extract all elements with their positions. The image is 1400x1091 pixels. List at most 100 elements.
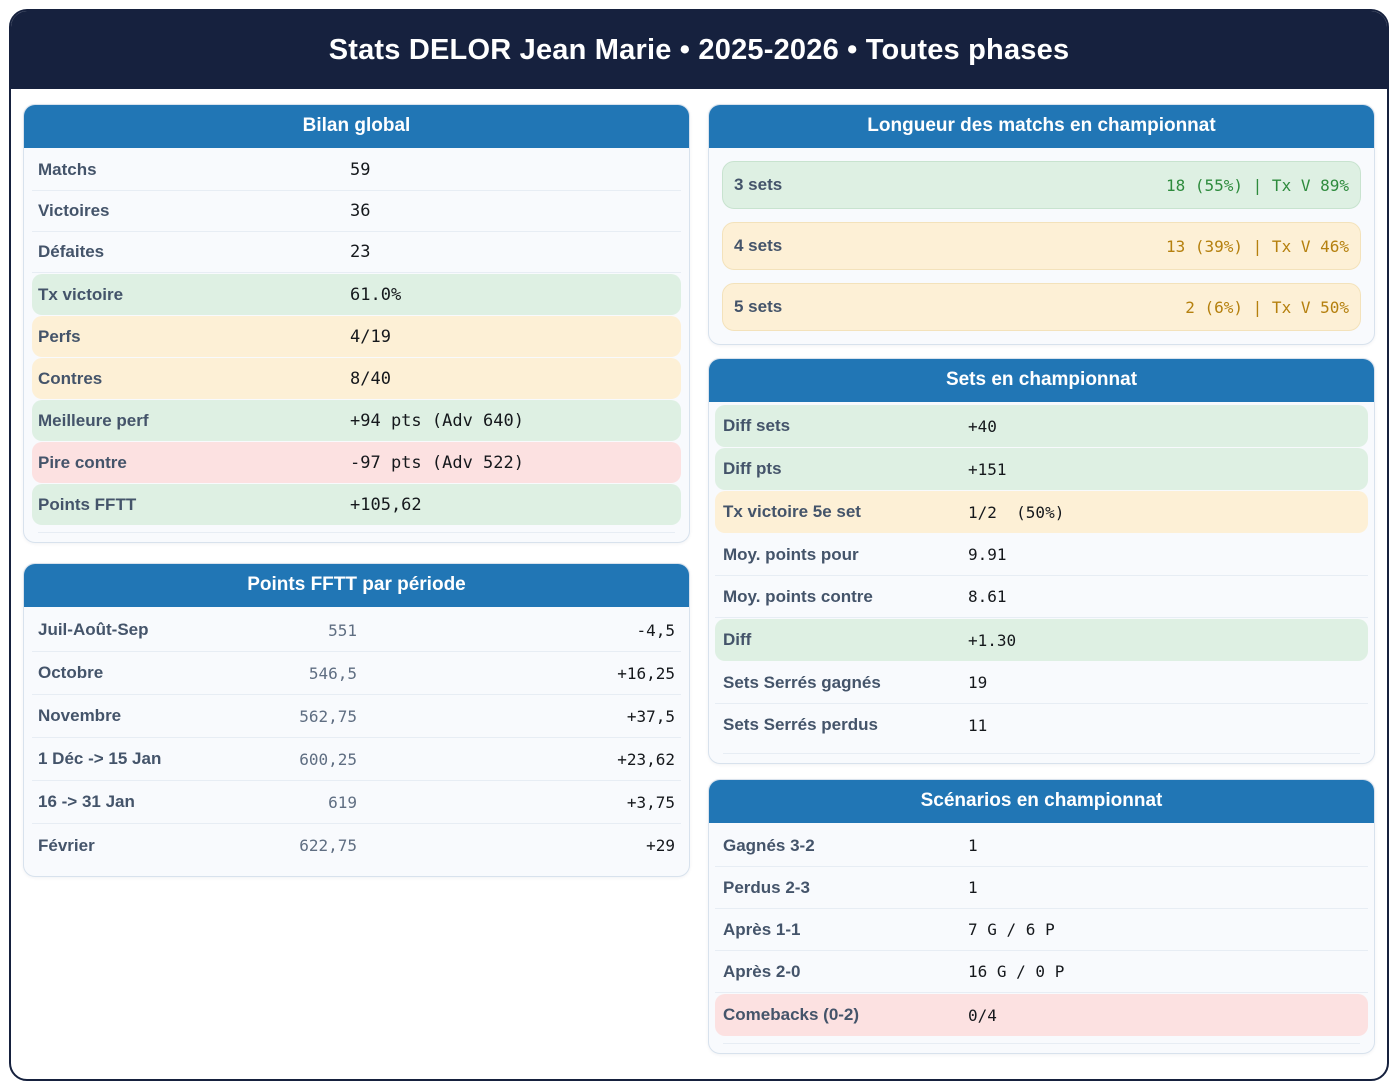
stat-value: +40 [968, 416, 997, 436]
stat-row: Sets Serrés perdus 11 [715, 704, 1368, 746]
stat-row: Diff +1.30 [715, 619, 1368, 661]
stat-value: 19 [968, 673, 988, 692]
stat-value: 1 [968, 878, 978, 897]
card-title-bilan-global: Bilan global [24, 105, 689, 148]
stat-label: 5 sets [734, 297, 783, 316]
period-points-value: 622,75 [299, 836, 357, 855]
stat-row: Points FFTT +105,62 [32, 484, 681, 525]
stat-value: 8/40 [350, 368, 391, 389]
stat-value: -97 pts (Adv 522) [350, 452, 524, 473]
card-scenarios-championnat: Scénarios en championnat Gagnés 3-2 1 Perd… [708, 779, 1375, 1054]
stat-value: 4/19 [350, 326, 391, 347]
stat-row: Octobre 546,5 +16,25 [32, 652, 681, 695]
stat-label: Juil-Août-Sep [38, 620, 149, 639]
page-title: Stats DELOR Jean Marie • 2025-2026 • Tou… [328, 33, 1070, 66]
stat-value: 2 (6%) | Tx V 50% [1185, 297, 1349, 317]
period-points-value: 562,75 [299, 706, 357, 726]
period-delta-value: +16,25 [617, 663, 675, 683]
stat-label: Sets Serrés perdus [723, 715, 878, 734]
stat-label: Défaites [38, 242, 105, 261]
stat-row: Défaites 23 [32, 232, 681, 273]
stat-row: Comebacks (0-2) 0/4 [715, 994, 1368, 1036]
stat-value: 61.0% [350, 284, 402, 305]
card-longueur-matchs: Longueur des matchs en championnat 3 set… [708, 104, 1375, 345]
card-sets-championnat: Sets en championnat Diff sets +40 Diff pts… [708, 358, 1375, 764]
stat-label: 3 sets [734, 175, 783, 194]
stat-value: 59 [350, 160, 371, 180]
stat-value: 36 [350, 201, 371, 221]
stat-value: 0/4 [968, 1005, 997, 1025]
stat-label: Moy. points contre [723, 586, 873, 606]
stat-value: 23 [350, 242, 371, 262]
stat-row: Diff sets +40 [715, 405, 1368, 447]
stat-label: Perdus 2-3 [723, 877, 810, 897]
stat-label: Tx victoire 5e set [723, 502, 861, 521]
stat-value: 18 (55%) | Tx V 89% [1165, 175, 1349, 195]
stat-label: 1 Déc -> 15 Jan [38, 749, 162, 768]
stat-row: Sets Serrés gagnés 19 [715, 662, 1368, 704]
card-title-sets-championnat: Sets en championnat [709, 359, 1374, 402]
stat-value: 11 [968, 715, 988, 735]
card-body-sets-championnat: Diff sets +40 Diff pts +151 Tx victoire 5e s… [709, 402, 1374, 763]
stat-row: 16 -> 31 Jan 619 +3,75 [32, 781, 681, 824]
stat-label: Après 1-1 [723, 919, 801, 939]
stat-value: 1 [968, 836, 978, 855]
period-points-value: 546,5 [308, 663, 357, 683]
card-bilan-global: Bilan global Matchs 59 Victoires 36 Défaites… [23, 104, 690, 543]
left-column: Bilan global Matchs 59 Victoires 36 Défaites… [23, 104, 690, 1054]
stat-label: Sets Serrés gagnés [723, 672, 881, 692]
card-title-scenarios-championnat: Scénarios en championnat [709, 780, 1374, 823]
period-delta-value: -4,5 [636, 620, 675, 640]
content-area: Bilan global Matchs 59 Victoires 36 Défaites… [11, 89, 1387, 1054]
card-body-points-fftt-periode: Juil-Août-Sep 551 -4,5 Octobre 546,5 +16,25 No… [24, 607, 689, 876]
stat-label: Pire contre [38, 452, 127, 472]
period-points-value: 551 [328, 620, 357, 640]
card-body-scenarios-championnat: Gagnés 3-2 1 Perdus 2-3 1 Après 1-1 7 G / 6 P… [709, 823, 1374, 1053]
card-title-longueur-matchs: Longueur des matchs en championnat [709, 105, 1374, 148]
stat-value: +1.30 [968, 630, 1017, 650]
stat-row: Matchs 59 [32, 150, 681, 191]
stat-row: Moy. points pour 9.91 [715, 534, 1368, 576]
card-title-points-fftt-periode: Points FFTT par période [24, 564, 689, 607]
stat-row: Juil-Août-Sep 551 -4,5 [32, 609, 681, 652]
stat-label: Tx victoire [38, 284, 124, 304]
stat-row: Moy. points contre 8.61 [715, 576, 1368, 618]
stat-row: 3 sets 18 (55%) | Tx V 89% [722, 161, 1361, 209]
stat-label: Meilleure perf [38, 410, 149, 430]
stat-value: 8.61 [968, 587, 1007, 606]
stat-row: Victoires 36 [32, 191, 681, 232]
stat-label: Novembre [38, 706, 122, 725]
stat-label: Matchs [38, 160, 97, 179]
card-points-fftt-periode: Points FFTT par période Juil-Août-Sep 551… [23, 563, 690, 877]
stat-row: Meilleure perf +94 pts (Adv 640) [32, 400, 681, 441]
stat-row: 5 sets 2 (6%) | Tx V 50% [722, 283, 1361, 331]
period-delta-value: +37,5 [626, 706, 675, 726]
stat-value: 1/2 (50%) [968, 502, 1065, 522]
stat-label: Diff pts [723, 459, 782, 478]
stat-row: Pire contre -97 pts (Adv 522) [32, 442, 681, 483]
card-body-longueur-matchs: 3 sets 18 (55%) | Tx V 89% 4 sets 13 (39%) … [709, 148, 1374, 331]
stat-label: Comebacks (0-2) [723, 1005, 860, 1024]
card-body-bilan-global: Matchs 59 Victoires 36 Défaites 23 Tx victoire… [24, 148, 689, 542]
period-delta-value: +29 [646, 836, 675, 855]
stat-row: Février 622,75 +29 [32, 824, 681, 867]
stat-row: 1 Déc -> 15 Jan 600,25 +23,62 [32, 738, 681, 781]
stat-label: Diff sets [723, 416, 791, 435]
stat-label: Février [38, 835, 95, 855]
stat-label: Octobre [38, 663, 104, 682]
stat-value: +151 [968, 459, 1007, 479]
period-delta-value: +3,75 [626, 792, 675, 812]
stat-label: Victoires [38, 201, 110, 220]
stat-label: Après 2-0 [723, 961, 801, 981]
period-delta-value: +23,62 [617, 749, 675, 769]
stat-value: 16 G / 0 P [968, 962, 1065, 981]
stat-value: 13 (39%) | Tx V 46% [1165, 236, 1349, 256]
stat-row: Après 2-0 16 G / 0 P [715, 951, 1368, 993]
stat-value: +94 pts (Adv 640) [350, 410, 524, 431]
stat-value: 9.91 [968, 545, 1007, 564]
stat-row: Contres 8/40 [32, 358, 681, 399]
stat-label: Contres [38, 368, 103, 388]
app-window: Stats DELOR Jean Marie • 2025-2026 • Tou… [9, 9, 1389, 1081]
stat-row: 4 sets 13 (39%) | Tx V 46% [722, 222, 1361, 270]
stat-row: Après 1-1 7 G / 6 P [715, 909, 1368, 951]
